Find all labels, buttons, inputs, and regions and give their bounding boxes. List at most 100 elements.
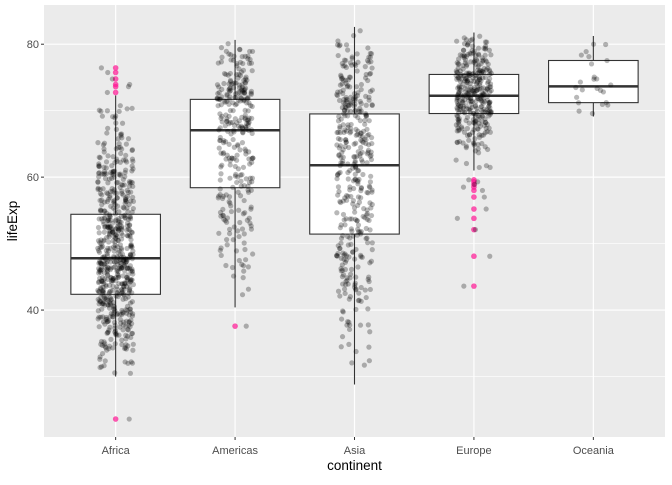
jitter-point — [96, 230, 102, 236]
jitter-point — [216, 96, 222, 102]
jitter-point — [342, 113, 348, 119]
jitter-point — [484, 97, 491, 103]
jitter-point — [340, 63, 346, 69]
jitter-point — [123, 141, 129, 147]
jitter-point — [112, 211, 118, 217]
jitter-point — [223, 156, 229, 162]
jitter-point — [486, 67, 492, 73]
jitter-point — [334, 253, 340, 259]
jitter-point — [480, 113, 486, 119]
jitter-point — [111, 310, 117, 316]
jitter-point — [129, 156, 136, 162]
jitter-point — [101, 339, 107, 345]
jitter-point — [239, 82, 245, 88]
jitter-point — [245, 122, 251, 128]
jitter-point — [97, 207, 104, 213]
jitter-point — [111, 306, 118, 312]
jitter-point — [352, 282, 358, 288]
jitter-point — [240, 211, 246, 217]
jitter-point — [222, 123, 228, 129]
jitter-point — [486, 71, 493, 78]
jitter-point — [337, 293, 343, 299]
jitter-point — [472, 58, 478, 64]
jitter-point — [236, 257, 242, 264]
jitter-point — [463, 143, 469, 149]
jitter-point — [364, 126, 370, 132]
jitter-point — [98, 314, 104, 320]
jitter-point — [96, 216, 102, 222]
jitter-point — [368, 135, 375, 141]
jitter-point — [101, 299, 107, 305]
jitter-point — [358, 228, 364, 235]
jitter-point — [224, 92, 230, 99]
jitter-point — [119, 181, 125, 188]
jitter-point — [477, 68, 484, 74]
jitter-point — [103, 256, 109, 263]
box-americas — [189, 39, 281, 329]
jitter-point — [246, 149, 252, 155]
jitter-point — [226, 86, 233, 92]
jitter-point — [588, 61, 595, 67]
jitter-point — [129, 360, 136, 366]
jitter-point — [103, 283, 109, 289]
jitter-point — [114, 290, 120, 296]
jitter-point — [574, 94, 580, 100]
x-tick-label: Europe — [456, 445, 491, 457]
jitter-point — [222, 139, 229, 145]
jitter-point — [354, 177, 360, 183]
jitter-point — [102, 341, 108, 347]
jitter-point — [112, 370, 118, 376]
jitter-point — [367, 54, 373, 60]
jitter-point — [104, 199, 110, 205]
jitter-point — [228, 203, 234, 209]
jitter-point — [114, 203, 121, 209]
jitter-point — [455, 120, 461, 126]
jitter-point — [110, 303, 116, 309]
jitter-point — [235, 90, 241, 96]
jitter-point — [111, 319, 118, 325]
jitter-point — [241, 77, 247, 84]
jitter-point — [242, 116, 248, 122]
jitter-point — [110, 277, 116, 284]
jitter-point — [336, 145, 342, 151]
jitter-point — [482, 130, 488, 136]
jitter-point — [95, 308, 101, 314]
jitter-point — [231, 144, 237, 150]
jitter-point — [350, 233, 356, 239]
jitter-point — [123, 198, 129, 205]
jitter-point — [128, 334, 134, 341]
jitter-point — [241, 87, 247, 94]
jitter-point — [237, 98, 243, 104]
jitter-point — [480, 85, 486, 91]
jitter-point — [106, 318, 112, 324]
jitter-point — [110, 168, 117, 174]
jitter-point — [249, 159, 255, 166]
jitter-point — [484, 59, 490, 65]
jitter-point — [359, 159, 366, 165]
jitter-point — [479, 103, 485, 110]
jitter-point — [363, 113, 369, 120]
jitter-point — [358, 284, 364, 291]
jitter-point — [355, 226, 361, 232]
jitter-point — [352, 176, 358, 182]
jitter-point — [117, 264, 123, 270]
jitter-point — [110, 229, 116, 236]
jitter-point — [469, 47, 475, 54]
jitter-point — [109, 279, 115, 285]
jitter-point — [114, 332, 120, 338]
jitter-point — [97, 186, 103, 193]
jitter-point — [343, 77, 349, 83]
jitter-point — [101, 208, 107, 214]
outlier-point — [471, 283, 477, 289]
jitter-point — [122, 359, 128, 365]
jitter-point — [101, 270, 107, 276]
jitter-point — [214, 95, 220, 102]
jitter-point — [338, 72, 344, 78]
jitter-point — [354, 51, 360, 57]
jitter-point — [358, 81, 365, 88]
jitter-point — [456, 84, 462, 90]
jitter-point — [222, 218, 228, 224]
jitter-point — [485, 104, 491, 110]
jitter-point — [219, 54, 225, 60]
jitter-point — [355, 264, 361, 270]
